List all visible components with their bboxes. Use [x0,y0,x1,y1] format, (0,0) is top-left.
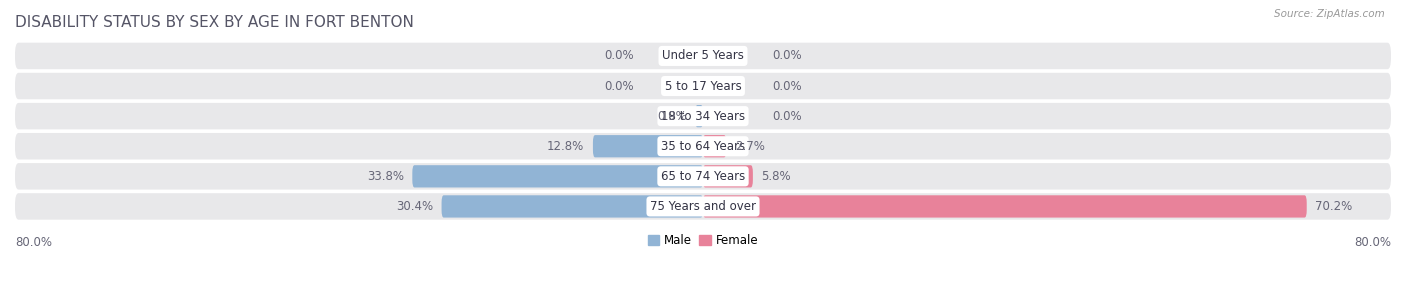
FancyBboxPatch shape [15,163,1391,190]
FancyBboxPatch shape [593,135,703,157]
FancyBboxPatch shape [703,195,1306,217]
Text: 12.8%: 12.8% [547,140,585,153]
Text: 0.0%: 0.0% [772,109,801,123]
Text: 0.9%: 0.9% [657,109,686,123]
FancyBboxPatch shape [703,165,752,188]
Text: 80.0%: 80.0% [15,236,52,249]
Text: 2.7%: 2.7% [735,140,765,153]
Text: Source: ZipAtlas.com: Source: ZipAtlas.com [1274,9,1385,19]
Text: 0.0%: 0.0% [772,49,801,63]
FancyBboxPatch shape [15,73,1391,99]
Text: Under 5 Years: Under 5 Years [662,49,744,63]
Legend: Male, Female: Male, Female [643,229,763,252]
FancyBboxPatch shape [15,103,1391,129]
Text: 65 to 74 Years: 65 to 74 Years [661,170,745,183]
Text: 5 to 17 Years: 5 to 17 Years [665,80,741,92]
FancyBboxPatch shape [15,193,1391,220]
Text: 18 to 34 Years: 18 to 34 Years [661,109,745,123]
Text: DISABILITY STATUS BY SEX BY AGE IN FORT BENTON: DISABILITY STATUS BY SEX BY AGE IN FORT … [15,15,413,30]
FancyBboxPatch shape [15,43,1391,69]
FancyBboxPatch shape [441,195,703,217]
FancyBboxPatch shape [703,135,727,157]
FancyBboxPatch shape [15,133,1391,160]
Text: 30.4%: 30.4% [396,200,433,213]
Text: 75 Years and over: 75 Years and over [650,200,756,213]
Text: 0.0%: 0.0% [772,80,801,92]
Text: 33.8%: 33.8% [367,170,404,183]
Text: 80.0%: 80.0% [1354,236,1391,249]
Text: 0.0%: 0.0% [605,80,634,92]
Text: 70.2%: 70.2% [1316,200,1353,213]
Text: 5.8%: 5.8% [762,170,792,183]
Text: 35 to 64 Years: 35 to 64 Years [661,140,745,153]
FancyBboxPatch shape [412,165,703,188]
Text: 0.0%: 0.0% [605,49,634,63]
FancyBboxPatch shape [695,105,703,127]
